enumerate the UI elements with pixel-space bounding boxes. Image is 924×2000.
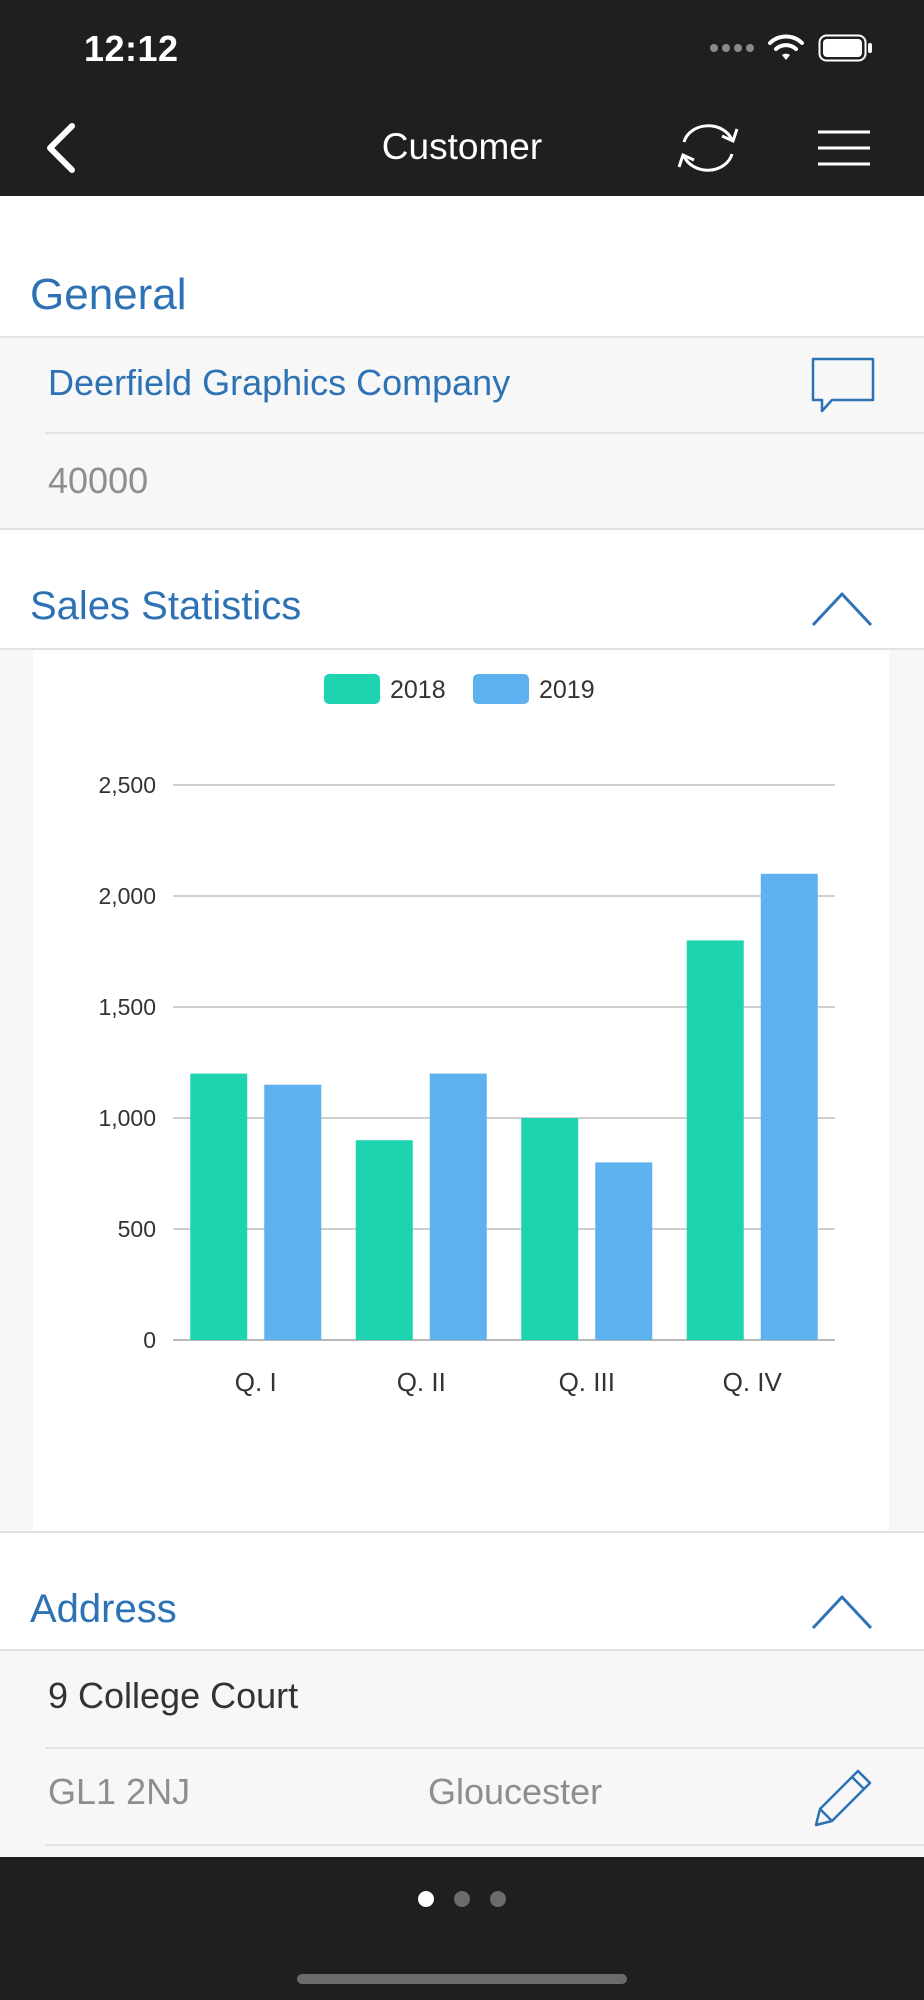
bar-2019-2 bbox=[429, 1073, 487, 1340]
row-divider bbox=[45, 432, 924, 434]
address-street: 9 College Court bbox=[48, 1675, 299, 1716]
row-divider bbox=[45, 1844, 924, 1846]
bar-2019-4 bbox=[760, 873, 818, 1340]
legend-label-2019: 2019 bbox=[539, 676, 595, 704]
sync-icon[interactable] bbox=[672, 118, 744, 178]
general-section-header: General bbox=[0, 196, 924, 338]
page-title: Customer bbox=[381, 126, 543, 167]
y-tick-label: 500 bbox=[118, 1216, 156, 1242]
legend-label-2018: 2018 bbox=[390, 676, 446, 704]
sales-section-header: Sales Statistics bbox=[0, 532, 924, 650]
back-chevron-icon[interactable] bbox=[40, 122, 84, 174]
legend-swatch-2019 bbox=[473, 674, 529, 704]
sales-bar-chart: 0 500 1,000 1,500 2,000 2,500 Q. I Q. II Q. III Q… bbox=[98, 674, 835, 1397]
customer-number: 40000 bbox=[48, 460, 149, 501]
page-indicator-dot-2[interactable] bbox=[454, 1891, 470, 1907]
home-indicator[interactable] bbox=[297, 1974, 627, 1984]
customer-number-row: 40000 bbox=[0, 434, 924, 530]
x-tick-label: Q. III bbox=[559, 1367, 615, 1397]
x-tick-label: Q. IV bbox=[723, 1367, 783, 1397]
y-tick-label: 0 bbox=[143, 1327, 156, 1353]
sales-section-title: Sales Statistics bbox=[30, 584, 302, 628]
wifi-icon bbox=[768, 34, 804, 60]
legend-swatch-2018 bbox=[324, 674, 380, 704]
edit-pencil-icon[interactable] bbox=[810, 1765, 876, 1831]
comment-icon[interactable] bbox=[810, 356, 876, 416]
row-divider bbox=[45, 1747, 924, 1749]
y-tick-label: 1,000 bbox=[98, 1105, 156, 1131]
bar-2018-4 bbox=[686, 940, 744, 1340]
collapse-chevron-icon[interactable] bbox=[810, 588, 874, 628]
address-city-row: GL1 2NJ Gloucester bbox=[0, 1749, 924, 1857]
chart-card: 0 500 1,000 1,500 2,000 2,500 Q. I Q. II Q. III Q… bbox=[33, 650, 889, 1531]
address-postcode: GL1 2NJ bbox=[48, 1771, 191, 1812]
bar-2018-3 bbox=[521, 1118, 579, 1340]
customer-name-row[interactable]: Deerfield Graphics Company bbox=[0, 338, 924, 434]
status-bar: 12:12 bbox=[0, 0, 924, 100]
address-section-header: Address bbox=[0, 1533, 924, 1651]
status-time: 12:12 bbox=[84, 28, 179, 69]
page-indicator-dot-1[interactable] bbox=[418, 1891, 434, 1907]
chart-area: 0 500 1,000 1,500 2,000 2,500 Q. I Q. II Q. III Q… bbox=[0, 650, 924, 1533]
y-tick-label: 2,000 bbox=[98, 883, 156, 909]
page-indicator-dot-3[interactable] bbox=[490, 1891, 506, 1907]
status-icons bbox=[710, 34, 874, 62]
battery-icon bbox=[818, 34, 872, 62]
y-tick-label: 2,500 bbox=[98, 772, 156, 798]
collapse-chevron-icon[interactable] bbox=[810, 1591, 874, 1631]
address-section-title: Address bbox=[30, 1587, 177, 1631]
address-street-row: 9 College Court bbox=[0, 1651, 924, 1749]
y-tick-label: 1,500 bbox=[98, 994, 156, 1020]
bottom-bar bbox=[0, 1857, 924, 2000]
navigation-bar: Customer bbox=[0, 100, 924, 196]
bar-2019-1 bbox=[264, 1084, 322, 1340]
general-section-title: General bbox=[30, 270, 187, 319]
bar-2018-2 bbox=[355, 1140, 413, 1340]
cellular-signal-icon bbox=[710, 44, 754, 52]
address-city: Gloucester bbox=[428, 1771, 603, 1812]
x-tick-label: Q. I bbox=[235, 1367, 277, 1397]
x-tick-label: Q. II bbox=[397, 1367, 446, 1397]
bar-2018-1 bbox=[190, 1073, 248, 1340]
bar-2019-3 bbox=[595, 1162, 653, 1340]
hamburger-menu-icon[interactable] bbox=[814, 124, 874, 172]
customer-name[interactable]: Deerfield Graphics Company bbox=[48, 362, 511, 403]
